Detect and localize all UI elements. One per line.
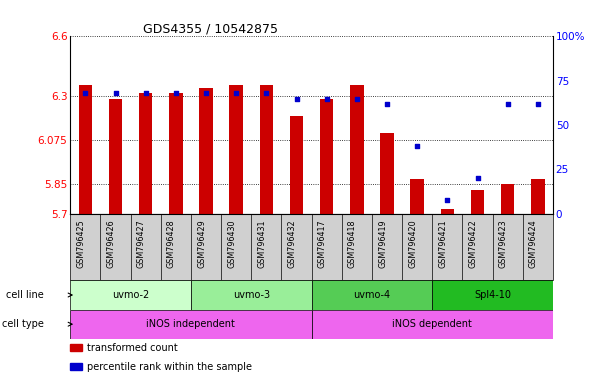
Bar bbox=[441, 209, 454, 214]
Bar bbox=[229, 85, 243, 214]
Text: GSM796432: GSM796432 bbox=[288, 219, 296, 268]
Point bbox=[111, 90, 120, 96]
Point bbox=[503, 101, 513, 107]
Text: percentile rank within the sample: percentile rank within the sample bbox=[87, 362, 252, 372]
Bar bbox=[501, 184, 514, 214]
Bar bbox=[320, 99, 334, 214]
Bar bbox=[191, 280, 312, 310]
Point bbox=[201, 90, 211, 96]
Point bbox=[291, 96, 301, 102]
Point bbox=[232, 90, 241, 96]
Text: transformed count: transformed count bbox=[87, 343, 178, 353]
Text: GSM796422: GSM796422 bbox=[469, 219, 478, 268]
Text: iNOS independent: iNOS independent bbox=[147, 319, 235, 329]
Bar bbox=[531, 179, 544, 214]
Point bbox=[412, 143, 422, 149]
Text: cell type: cell type bbox=[2, 319, 44, 329]
Bar bbox=[109, 99, 122, 214]
Bar bbox=[70, 363, 82, 370]
Bar bbox=[169, 93, 183, 214]
Text: GSM796431: GSM796431 bbox=[257, 219, 266, 268]
Text: GDS4355 / 10542875: GDS4355 / 10542875 bbox=[143, 22, 277, 35]
Text: GSM796430: GSM796430 bbox=[227, 219, 236, 268]
Text: GSM796429: GSM796429 bbox=[197, 219, 206, 268]
Bar bbox=[312, 310, 553, 339]
Point bbox=[171, 90, 181, 96]
Bar bbox=[70, 310, 312, 339]
Point bbox=[382, 101, 392, 107]
Text: GSM796421: GSM796421 bbox=[438, 219, 447, 268]
Text: GSM796419: GSM796419 bbox=[378, 219, 387, 268]
Text: GSM796423: GSM796423 bbox=[499, 219, 508, 268]
Text: GSM796425: GSM796425 bbox=[76, 219, 86, 268]
Bar bbox=[79, 85, 92, 214]
Point bbox=[352, 96, 362, 102]
Text: GSM796427: GSM796427 bbox=[137, 219, 145, 268]
Point bbox=[262, 90, 271, 96]
Point bbox=[322, 96, 332, 102]
Bar bbox=[199, 88, 213, 214]
Text: uvmo-3: uvmo-3 bbox=[233, 290, 270, 300]
Text: GSM796417: GSM796417 bbox=[318, 219, 327, 268]
Bar bbox=[260, 85, 273, 214]
Text: GSM796418: GSM796418 bbox=[348, 219, 357, 268]
Bar bbox=[70, 280, 191, 310]
Bar bbox=[433, 280, 553, 310]
Bar bbox=[290, 116, 303, 214]
Text: cell line: cell line bbox=[6, 290, 44, 300]
Text: GSM796420: GSM796420 bbox=[408, 219, 417, 268]
Bar bbox=[350, 85, 364, 214]
Bar bbox=[312, 280, 433, 310]
Bar bbox=[411, 179, 424, 214]
Bar bbox=[470, 190, 485, 214]
Point bbox=[141, 90, 150, 96]
Bar bbox=[380, 132, 394, 214]
Text: uvmo-4: uvmo-4 bbox=[353, 290, 390, 300]
Text: GSM796424: GSM796424 bbox=[529, 219, 538, 268]
Bar bbox=[70, 344, 82, 351]
Point bbox=[473, 175, 483, 181]
Text: GSM796426: GSM796426 bbox=[106, 219, 115, 268]
Text: iNOS dependent: iNOS dependent bbox=[392, 319, 472, 329]
Text: Spl4-10: Spl4-10 bbox=[474, 290, 511, 300]
Text: GSM796428: GSM796428 bbox=[167, 219, 176, 268]
Point bbox=[81, 90, 90, 96]
Point bbox=[533, 101, 543, 107]
Point bbox=[442, 197, 452, 203]
Bar bbox=[139, 93, 153, 214]
Text: uvmo-2: uvmo-2 bbox=[112, 290, 149, 300]
